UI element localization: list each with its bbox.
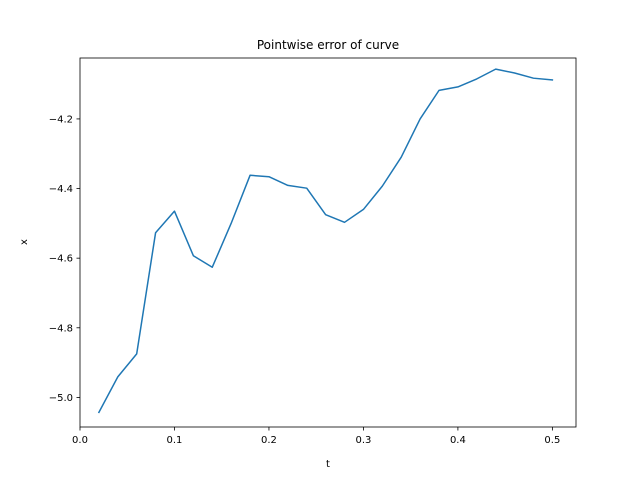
x-tick-label: 0.5 <box>544 435 560 446</box>
y-tick-label: −4.2 <box>49 114 73 125</box>
y-tick-label: −5.0 <box>49 393 73 404</box>
y-tick-label: −4.8 <box>49 323 73 334</box>
plot-frame <box>79 57 577 428</box>
x-tick-label: 0.1 <box>167 435 183 446</box>
y-tick-label: −4.4 <box>49 184 73 195</box>
x-axis: 0.0 0.1 0.2 0.3 0.4 0.5 <box>72 427 560 446</box>
x-tick-label: 0.0 <box>72 435 88 446</box>
plot-area <box>97 68 554 414</box>
x-axis-label: t <box>326 459 330 470</box>
x-tick-label: 0.4 <box>450 435 466 446</box>
x-tick-label: 0.2 <box>261 435 277 446</box>
x-tick-label: 0.3 <box>355 435 371 446</box>
y-tick-label: −4.6 <box>49 254 73 265</box>
y-axis-label: x <box>19 239 30 245</box>
series-line-0 <box>97 68 554 414</box>
y-axis: −5.0 −4.8 −4.6 −4.4 −4.2 <box>49 114 80 404</box>
chart-title: Pointwise error of curve <box>257 38 399 52</box>
